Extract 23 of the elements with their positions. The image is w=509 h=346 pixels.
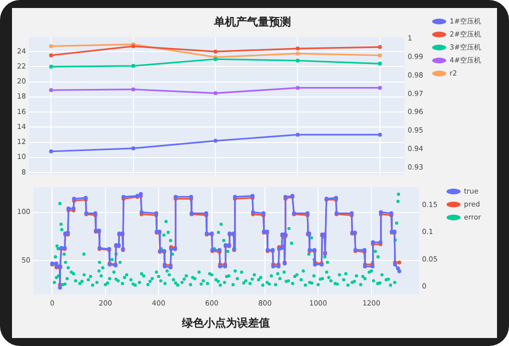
point: [49, 64, 54, 69]
point: [49, 44, 54, 48]
point: [378, 45, 382, 50]
point: [296, 86, 300, 90]
point: [296, 52, 300, 56]
point: [131, 146, 136, 150]
point: [378, 132, 382, 137]
point: [49, 149, 54, 154]
point: [49, 88, 54, 92]
point: [378, 62, 382, 66]
x-axis-title: 绿色小点为误差值: [181, 316, 270, 330]
point: [296, 58, 300, 63]
point: [214, 91, 218, 96]
point: [296, 132, 300, 137]
point: [214, 138, 218, 143]
point: [49, 53, 54, 58]
point: [378, 86, 382, 90]
point: [296, 46, 300, 51]
chart-title: 单机产气量预测: [213, 15, 291, 28]
point: [214, 50, 218, 54]
point: [131, 64, 136, 68]
point: [378, 53, 382, 58]
point: [131, 87, 136, 92]
